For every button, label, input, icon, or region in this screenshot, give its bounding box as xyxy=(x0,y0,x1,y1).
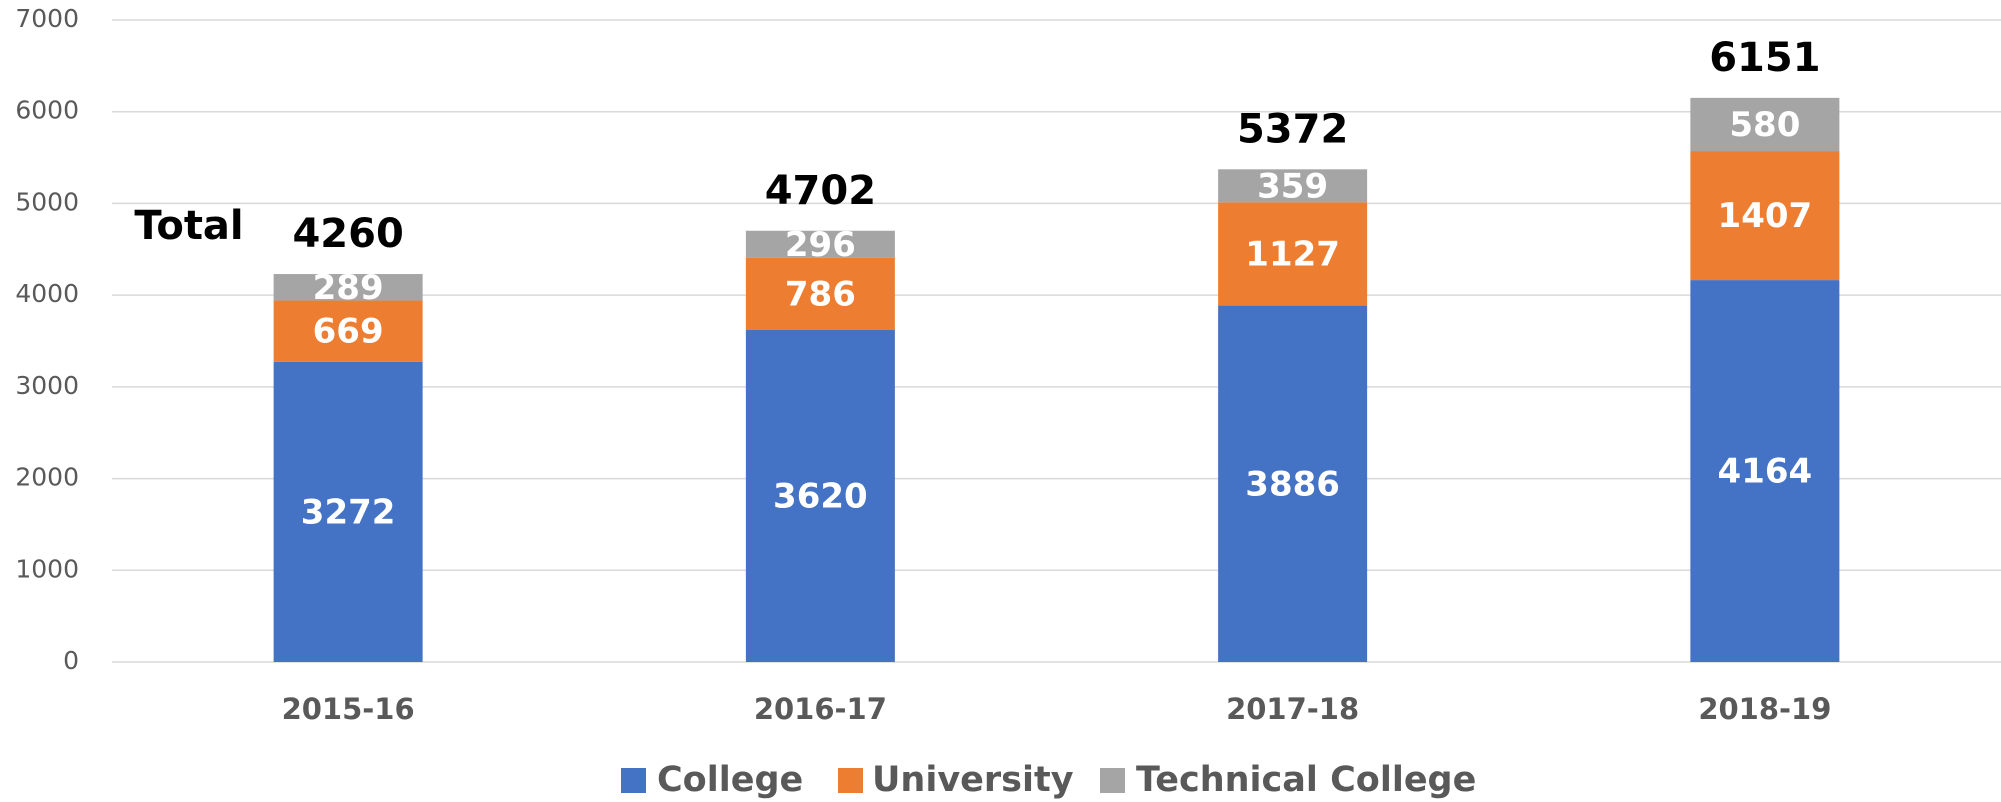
total-caption: Total xyxy=(134,203,243,249)
y-tick-label: 3000 xyxy=(15,371,79,400)
bar-segment xyxy=(1690,151,1840,281)
total-label: 5372 xyxy=(1237,106,1348,152)
y-tick-label: 7000 xyxy=(15,4,79,33)
data-label: 3620 xyxy=(773,476,868,516)
y-tick-label: 6000 xyxy=(15,96,79,125)
bar-segment xyxy=(1690,97,1840,152)
y-tick-label: 5000 xyxy=(15,187,79,216)
data-label: 1407 xyxy=(1718,196,1813,236)
bar-segment xyxy=(1218,169,1368,203)
data-label: 786 xyxy=(785,274,856,314)
data-label: 580 xyxy=(1729,105,1800,145)
bar-segment xyxy=(745,257,895,330)
bar-segment xyxy=(745,230,895,258)
y-tick-label: 1000 xyxy=(15,554,79,583)
y-tick-label: 4000 xyxy=(15,279,79,308)
total-label: 4260 xyxy=(292,211,403,257)
bar-segment xyxy=(1218,202,1368,306)
x-tick-label: 2017-18 xyxy=(1226,692,1359,726)
data-label: 1127 xyxy=(1245,234,1340,274)
bar-segment xyxy=(273,361,423,662)
legend-label: College xyxy=(657,760,803,800)
legend-swatch xyxy=(838,768,863,793)
legend-label: University xyxy=(872,760,1074,800)
data-label: 3886 xyxy=(1245,464,1340,504)
legend-swatch xyxy=(621,768,646,793)
data-label: 669 xyxy=(313,312,384,352)
legend-swatch xyxy=(1100,768,1125,793)
data-label: 359 xyxy=(1257,166,1328,206)
bar-segment xyxy=(745,329,895,662)
data-label: 4164 xyxy=(1718,452,1813,492)
data-label: 3272 xyxy=(301,492,396,532)
bar-segment xyxy=(273,300,423,362)
x-tick-label: 2016-17 xyxy=(754,692,887,726)
x-tick-label: 2018-19 xyxy=(1698,692,1831,726)
legend-label: Technical College xyxy=(1136,760,1476,800)
y-tick-label: 2000 xyxy=(15,463,79,492)
bar-segment xyxy=(1218,305,1368,662)
x-tick-label: 2015-16 xyxy=(282,692,415,726)
data-label: 289 xyxy=(313,268,384,308)
data-label: 296 xyxy=(785,225,856,265)
total-label: 4702 xyxy=(765,168,876,214)
bar-segment xyxy=(1690,280,1840,662)
total-label: 6151 xyxy=(1709,35,1820,81)
y-tick-label: 0 xyxy=(63,646,79,675)
bar-segment xyxy=(273,274,423,301)
